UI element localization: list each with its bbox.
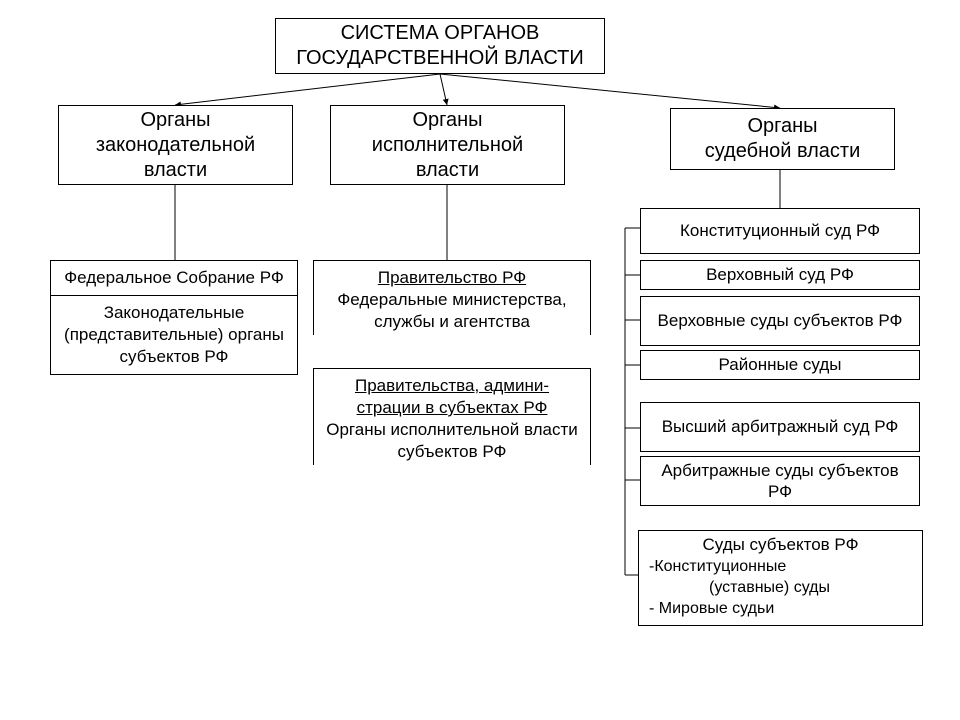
exec-subjects-subtitle: Органы исполнительной власти субъектов Р… [326,420,578,461]
judicial-supreme-subjects: Верховные суды субъектов РФ [640,296,920,346]
subjects-courts-item2: - Мировые судьи [649,599,912,620]
branch-legislative: Органызаконодательнойвласти [58,105,293,185]
executive-block-subjects: Правительства, админи-страции в субъекта… [313,368,591,465]
subjects-courts-item1a: -Конституционные [649,557,912,578]
judicial-constitutional-court: Конституционный суд РФ [640,208,920,254]
judicial-district-courts: Районные суды [640,350,920,380]
judicial-supreme-court: Верховный суд РФ [640,260,920,290]
exec-federal-title: Правительство РФ [378,268,526,287]
legislative-items: Федеральное Собрание РФ Законодательные … [50,260,298,375]
judicial-subjects-courts: Суды субъектов РФ -Конституционные (уста… [638,530,923,626]
exec-federal: Правительство РФ Федеральные министерств… [313,260,591,335]
subjects-courts-title: Суды субъектов РФ [649,535,912,555]
branch-judicial: Органысудебной власти [670,108,895,170]
executive-block-federal: Правительство РФ Федеральные министерств… [313,260,591,335]
judicial-arbitration-subjects: Арбитражные суды субъектов РФ [640,456,920,506]
leg-item-federal-assembly: Федеральное Собрание РФ [50,260,298,296]
subjects-courts-list: -Конституционные (уставные) суды - Миров… [649,557,912,619]
exec-subjects: Правительства, админи-страции в субъекта… [313,368,591,465]
branch-executive: Органыисполнительнойвласти [330,105,565,185]
judicial-arbitration-high: Высший арбитражный суд РФ [640,402,920,452]
leg-item-subjects: Законодательные (представительные) орган… [50,295,298,375]
root-node: СИСТЕМА ОРГАНОВГОСУДАРСТВЕННОЙ ВЛАСТИ [275,18,605,74]
exec-subjects-title: Правительства, админи-страции в субъекта… [355,376,549,417]
exec-federal-subtitle: Федеральные министерства, службы и агент… [337,290,566,331]
subjects-courts-item1b: (уставные) суды [649,578,912,599]
